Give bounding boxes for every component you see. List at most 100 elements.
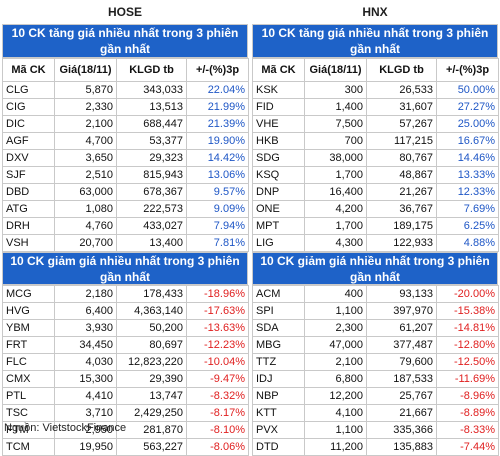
symbol-cell: ACM [252,285,305,303]
change-cell: -18.96% [186,285,249,303]
volume-cell: 36,767 [366,200,437,218]
change-cell: -14.81% [436,319,499,337]
hnx-losers-title: 10 CK giảm giá nhiều nhất trong 3 phiên … [252,252,498,285]
change-cell: -15.38% [436,302,499,320]
volume-cell: 222,573 [116,200,187,218]
change-cell: 7.94% [186,217,249,235]
symbol-cell: YBM [2,319,55,337]
header-change: +/-(%)3p [436,58,499,82]
price-cell: 3,930 [54,319,117,337]
price-cell: 2,300 [304,319,367,337]
table-row: DXV 3,650 29,323 14.42% [2,149,249,167]
symbol-cell: HVG [2,302,55,320]
volume-cell: 25,767 [366,387,437,405]
price-cell: 300 [304,81,367,99]
table-row: PTL 4,410 13,747 -8.32% [2,387,249,405]
table-row: CIG 2,330 13,513 21.99% [2,98,249,116]
price-cell: 1,700 [304,166,367,184]
symbol-cell: MBG [252,336,305,354]
table-row: PVX 1,100 335,366 -8.33% [252,421,499,439]
price-cell: 4,760 [54,217,117,235]
symbol-cell: DNP [252,183,305,201]
volume-cell: 13,747 [116,387,187,405]
table-row: FRT 34,450 80,697 -12.23% [2,336,249,354]
volume-cell: 281,870 [116,421,187,439]
symbol-cell: CIG [2,98,55,116]
change-cell: -10.04% [186,353,249,371]
price-cell: 1,100 [304,302,367,320]
table-row: CMX 15,300 29,390 -9.47% [2,370,249,388]
symbol-cell: CMX [2,370,55,388]
price-cell: 3,650 [54,149,117,167]
change-cell: -8.06% [186,438,249,456]
table-row: TSC 3,710 2,429,250 -8.17% [2,404,249,422]
symbol-cell: DBD [2,183,55,201]
price-cell: 1,080 [54,200,117,218]
volume-cell: 21,267 [366,183,437,201]
change-cell: 21.39% [186,115,249,133]
symbol-cell: MPT [252,217,305,235]
table-row: TTZ 2,100 79,600 -12.50% [252,353,499,371]
price-cell: 63,000 [54,183,117,201]
volume-cell: 93,133 [366,285,437,303]
price-cell: 1,700 [304,217,367,235]
table-row: KSK 300 26,533 50.00% [252,81,499,99]
symbol-cell: KSK [252,81,305,99]
table-row: YBM 3,930 50,200 -13.63% [2,319,249,337]
change-cell: -17.63% [186,302,249,320]
volume-cell: 12,823,220 [116,353,187,371]
volume-cell: 815,943 [116,166,187,184]
table-row: DRH 4,760 433,027 7.94% [2,217,249,235]
volume-cell: 178,433 [116,285,187,303]
table-row: SDA 2,300 61,207 -14.81% [252,319,499,337]
hose-losers-title: 10 CK giảm giá nhiều nhất trong 3 phiên … [2,252,248,285]
change-cell: 19.90% [186,132,249,150]
price-cell: 4,200 [304,200,367,218]
symbol-cell: ONE [252,200,305,218]
symbol-cell: SDA [252,319,305,337]
table-row: CLG 5,870 343,033 22.04% [2,81,249,99]
header-symbol: Mã CK [252,58,305,82]
price-cell: 7,500 [304,115,367,133]
volume-cell: 117,215 [366,132,437,150]
change-cell: 22.04% [186,81,249,99]
price-cell: 3,710 [54,404,117,422]
symbol-cell: TCM [2,438,55,456]
price-cell: 2,180 [54,285,117,303]
volume-cell: 57,267 [366,115,437,133]
stock-ranking-page: HOSE 10 CK tăng giá nhiều nhất trong 3 p… [2,5,499,456]
symbol-cell: FID [252,98,305,116]
change-cell: 4.88% [436,234,499,252]
volume-cell: 21,667 [366,404,437,422]
header-volume: KLGD tb [366,58,437,82]
change-cell: 9.09% [186,200,249,218]
hnx-column: HNX 10 CK tăng giá nhiều nhất trong 3 ph… [252,0,499,456]
symbol-cell: HKB [252,132,305,150]
table-row: MCG 2,180 178,433 -18.96% [2,285,249,303]
header-symbol: Mã CK [2,58,55,82]
price-cell: 4,300 [304,234,367,252]
change-cell: 21.99% [186,98,249,116]
change-cell: -9.47% [186,370,249,388]
change-cell: 14.46% [436,149,499,167]
volume-cell: 61,207 [366,319,437,337]
price-cell: 19,950 [54,438,117,456]
price-cell: 16,400 [304,183,367,201]
symbol-cell: DRH [2,217,55,235]
volume-cell: 26,533 [366,81,437,99]
change-cell: 27.27% [436,98,499,116]
volume-cell: 335,366 [366,421,437,439]
change-cell: 13.06% [186,166,249,184]
hnx-gainers-table: Mã CK Giá(18/11) KLGD tb +/-(%)3p KSK 300… [252,58,499,252]
price-cell: 5,870 [54,81,117,99]
volume-cell: 79,600 [366,353,437,371]
volume-cell: 53,377 [116,132,187,150]
symbol-cell: SPI [252,302,305,320]
change-cell: -7.44% [436,438,499,456]
symbol-cell: PVX [252,421,305,439]
volume-cell: 688,447 [116,115,187,133]
symbol-cell: DIC [2,115,55,133]
symbol-cell: LIG [252,234,305,252]
volume-cell: 80,697 [116,336,187,354]
table-row: SDG 38,000 80,767 14.46% [252,149,499,167]
